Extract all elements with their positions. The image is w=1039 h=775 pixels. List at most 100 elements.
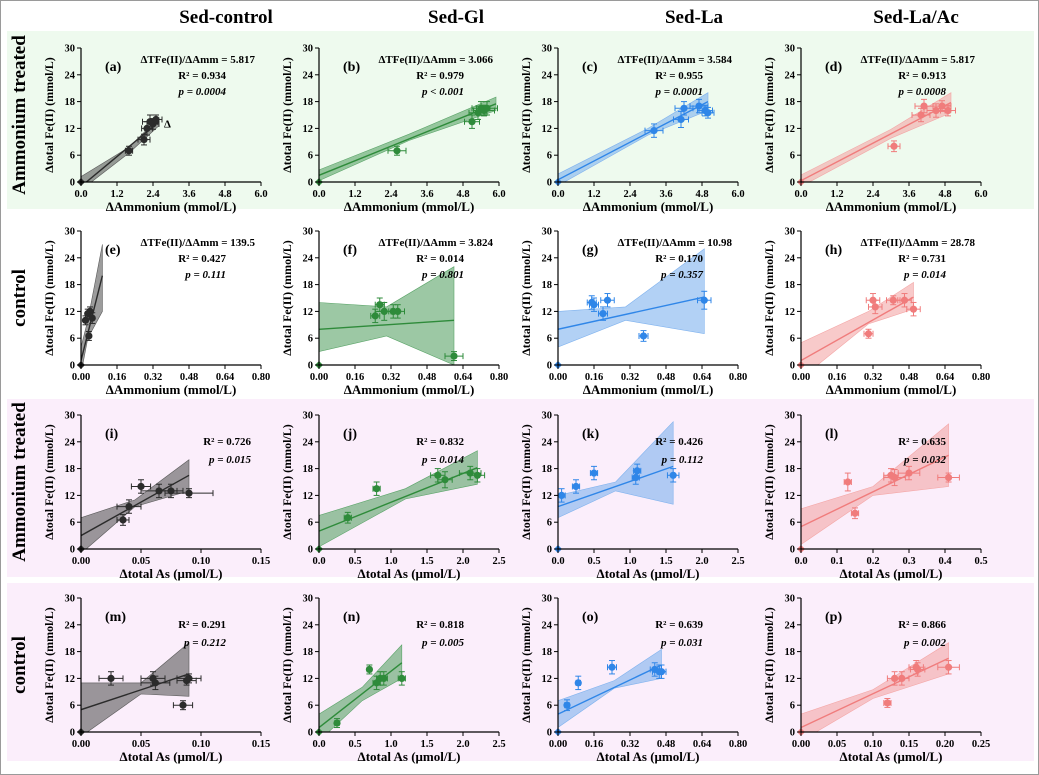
x-tick-label: 0.4	[938, 556, 952, 567]
r-squared-annotation: R² = 0.291	[178, 619, 226, 631]
x-tick-label: 0.00	[792, 739, 810, 750]
data-point	[599, 310, 607, 318]
y-tick-label: 12	[65, 674, 76, 685]
data-point	[650, 127, 658, 135]
y-tick-label: 0	[70, 178, 75, 189]
r-squared-annotation: R² = 0.866	[898, 619, 946, 631]
y-tick-label: 0	[790, 361, 795, 372]
confidence-band	[319, 266, 455, 365]
y-tick-label: 6	[547, 518, 552, 529]
y-tick-label: 0	[790, 728, 795, 739]
x-tick-label: 0.16	[585, 739, 603, 750]
y-tick-label: 0	[70, 361, 75, 372]
data-point	[603, 296, 612, 304]
x-tick-label: 1.2	[830, 189, 843, 200]
x-tick-label: 0.48	[900, 372, 918, 383]
data-point	[344, 514, 352, 522]
y-axis-label: Δtotal Fe(II) (mmol/L)	[519, 57, 533, 173]
x-tick-label: 1.0	[623, 556, 636, 567]
column-title-2: Sed-Gl	[428, 7, 484, 28]
x-tick-label: 0.05	[132, 556, 150, 567]
y-tick-label: 18	[65, 647, 76, 658]
slope-annotation: ΔTFe(II)/ΔAmm = 3.584	[618, 54, 733, 66]
panel-label: (o)	[582, 610, 599, 625]
y-tick-label: 30	[303, 44, 314, 55]
y-tick-label: 12	[65, 307, 76, 318]
r-squared-annotation: R² = 0.726	[203, 436, 251, 448]
row-band-1	[7, 31, 1034, 209]
x-tick-label: 0.1	[830, 556, 843, 567]
slope-annotation: ΔTFe(II)/ΔAmm = 5.817	[141, 54, 256, 66]
x-tick-label: 0.20	[936, 739, 954, 750]
x-tick-label: 1.0	[384, 556, 397, 567]
data-point	[140, 135, 148, 144]
y-tick-label: 12	[542, 674, 553, 685]
panel-label: (c)	[582, 60, 598, 75]
data-point	[883, 699, 892, 707]
p-value-annotation: p = 0.112	[661, 454, 704, 466]
x-tick-label: 0.5	[348, 739, 361, 750]
y-tick-label: 6	[308, 518, 313, 529]
x-tick-label: 2.4	[146, 189, 160, 200]
x-tick-label: 1.5	[659, 556, 672, 567]
y-axis-label: Δtotal Fe(II) (mmol/L)	[42, 607, 56, 723]
x-axis-label: ΔAmmonium (mmol/L)	[344, 382, 475, 397]
y-axis-label: Δtotal Fe(II) (mmol/L)	[280, 607, 294, 723]
y-tick-label: 18	[542, 280, 553, 291]
panel-d: 0 6 12 18 24 30 0.0 1.2 2.4 3.6 4.8 6.0 ΔAmmonium (m…	[762, 44, 988, 215]
x-axis-label: ΔAmmonium (mmol/L)	[583, 382, 714, 397]
y-tick-label: 30	[785, 227, 796, 238]
y-tick-label: 6	[790, 334, 795, 345]
fit-line	[558, 296, 705, 330]
y-tick-label: 24	[785, 253, 796, 264]
p-value-annotation: p = 0.801	[421, 269, 464, 281]
p-value-annotation: p = 0.031	[660, 637, 703, 649]
x-tick-label: 0.80	[729, 739, 747, 750]
x-tick-label: 6.0	[254, 189, 267, 200]
x-axis-label: ΔAmmonium (mmol/L)	[344, 199, 475, 214]
data-point	[125, 502, 133, 511]
y-tick-label: 6	[547, 701, 552, 712]
y-tick-label: 0	[70, 545, 75, 556]
x-tick-label: 0.0	[794, 189, 807, 200]
x-tick-label: 2.0	[456, 556, 469, 567]
y-tick-label: 12	[303, 491, 314, 502]
y-axis-label: Δtotal Fe(II) (mmol/L)	[42, 57, 56, 173]
x-tick-label: 3.6	[659, 189, 672, 200]
y-tick-label: 0	[308, 178, 313, 189]
y-tick-label: 12	[785, 307, 796, 318]
x-tick-label: 0.00	[72, 556, 90, 567]
x-tick-label: 6.0	[974, 189, 987, 200]
x-axis-label: Δtotal As (μmol/L)	[840, 749, 943, 764]
x-tick-label: 0.80	[252, 372, 270, 383]
x-tick-label: 0.0	[312, 739, 325, 750]
r-squared-annotation: R² = 0.170	[655, 253, 703, 265]
panel-c: 0 6 12 18 24 30 0.0 1.2 2.4 3.6 4.8 6.0 ΔAmmonium (m…	[519, 44, 745, 215]
y-axis-label: Δtotal Fe(II) (mmol/L)	[280, 240, 294, 356]
data-point	[450, 352, 458, 360]
x-axis-label: ΔAmmonium (mmol/L)	[826, 199, 957, 214]
x-tick-label: 0.16	[346, 372, 364, 383]
data-point	[398, 674, 406, 683]
y-tick-label: 30	[303, 411, 314, 422]
r-squared-annotation: R² = 0.426	[655, 436, 703, 448]
y-tick-label: 24	[65, 437, 76, 448]
y-tick-label: 24	[65, 620, 76, 631]
y-tick-label: 12	[303, 307, 314, 318]
y-axis-label: Δtotal Fe(II) (mmol/L)	[762, 424, 776, 540]
x-axis-label: ΔAmmonium (mmol/L)	[583, 199, 714, 214]
x-tick-label: 0.15	[252, 556, 270, 567]
y-axis-label: Δtotal Fe(II) (mmol/L)	[762, 57, 776, 173]
y-tick-label: 24	[542, 253, 553, 264]
x-tick-label: 0.48	[418, 372, 436, 383]
panel-label: (d)	[825, 60, 842, 75]
x-tick-label: 1.2	[110, 189, 123, 200]
x-tick-label: 0.64	[216, 372, 235, 383]
y-tick-label: 6	[70, 151, 75, 162]
fit-line	[319, 319, 455, 330]
data-point	[639, 332, 648, 340]
panel-label: (a)	[105, 60, 122, 75]
x-tick-label: 1.0	[384, 739, 397, 750]
p-value-annotation: p = 0.212	[183, 637, 227, 649]
panel-o: 0 6 12 18 24 30 0.00 0.16 0.32 0.48 0.64 0.80 Δtotal…	[519, 594, 747, 765]
